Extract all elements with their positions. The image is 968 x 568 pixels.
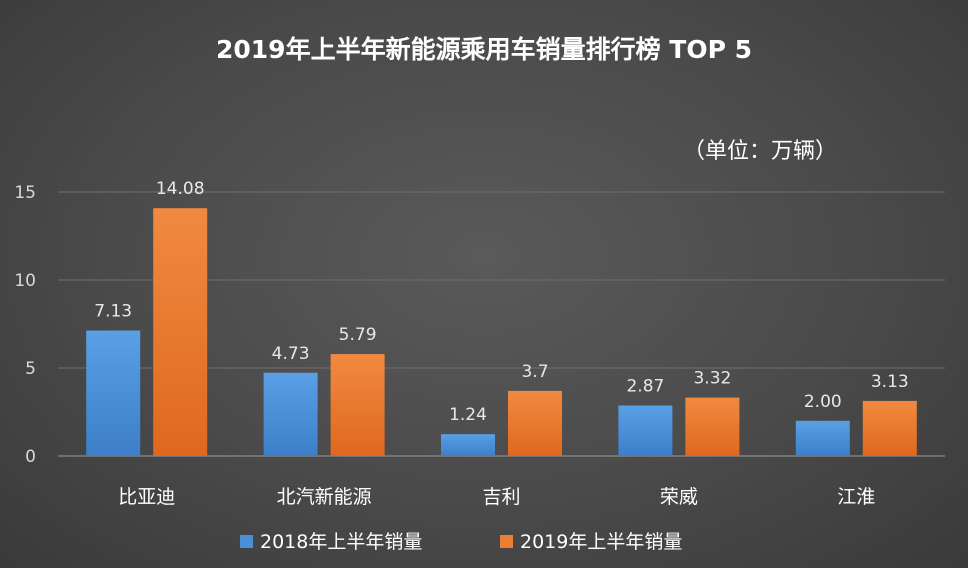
y-axis-ticks: 0 5 10 15 <box>14 183 36 467</box>
data-label: 2.00 <box>804 392 842 412</box>
category-label: 北汽新能源 <box>277 486 372 508</box>
legend-swatch <box>240 535 253 548</box>
data-labels: 7.13 14.08 4.73 5.79 1.24 3.7 2.87 3.32 2.00 3.13 <box>94 179 908 425</box>
category-label: 比亚迪 <box>118 486 175 508</box>
bar <box>153 208 208 456</box>
bar <box>441 434 495 456</box>
category-label: 吉利 <box>482 486 520 508</box>
y-tick-label: 0 <box>25 447 36 467</box>
unit-note: （单位：万辆） <box>683 139 837 164</box>
bar <box>795 420 850 456</box>
data-label: 5.79 <box>339 325 377 345</box>
legend-label: 2018年上半年销量 <box>260 531 422 553</box>
bar <box>263 372 318 456</box>
data-label: 7.13 <box>94 302 132 322</box>
legend: 2018年上半年销量 2019年上半年销量 <box>240 531 682 553</box>
data-label: 4.73 <box>272 344 310 364</box>
data-label: 1.24 <box>449 405 487 425</box>
category-label: 荣威 <box>660 486 698 508</box>
data-label: 2.87 <box>626 376 664 396</box>
y-tick-label: 5 <box>25 359 36 379</box>
bar <box>330 354 385 456</box>
legend-swatch <box>500 535 513 548</box>
data-label: 14.08 <box>156 179 205 199</box>
y-tick-label: 15 <box>14 183 36 203</box>
bar <box>618 405 673 456</box>
data-label: 3.32 <box>693 369 731 389</box>
x-axis-categories: 比亚迪 北汽新能源 吉利 荣威 江淮 <box>118 486 875 508</box>
category-label: 江淮 <box>837 486 875 508</box>
bar <box>86 330 141 456</box>
chart-title: 2019年上半年新能源乘用车销量排行榜 TOP 5 <box>216 35 752 64</box>
bar <box>862 400 917 456</box>
legend-label: 2019年上半年销量 <box>520 531 682 553</box>
bar <box>508 390 562 456</box>
data-label: 3.13 <box>871 372 909 392</box>
y-tick-label: 10 <box>14 271 36 291</box>
data-label: 3.7 <box>521 362 548 382</box>
bars <box>86 208 917 456</box>
bar <box>685 397 740 456</box>
